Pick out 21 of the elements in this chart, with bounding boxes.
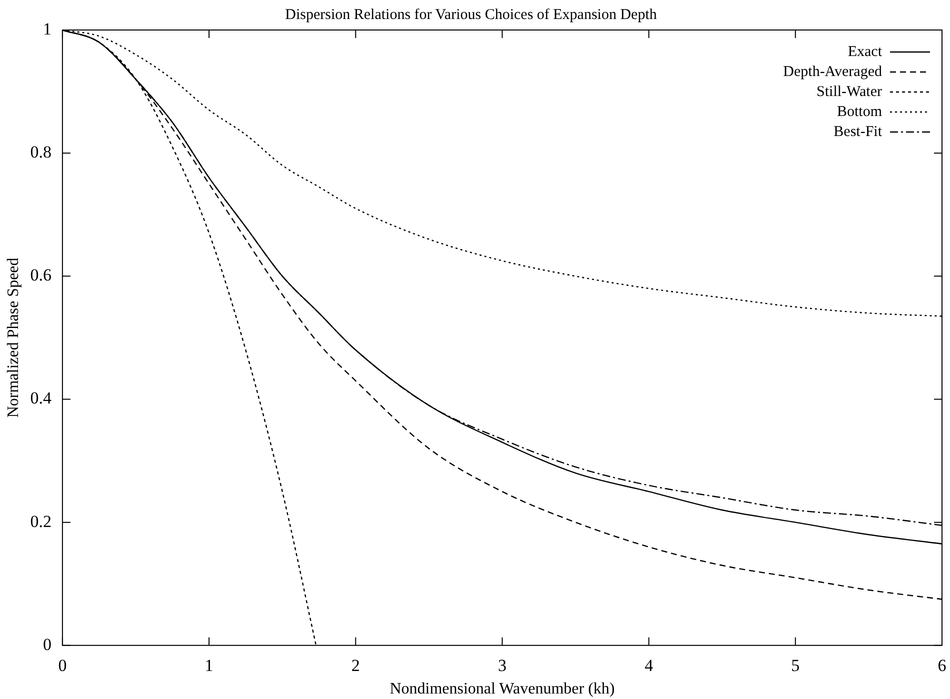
y-tick-label: 0.2 xyxy=(30,512,52,531)
x-tick-label: 6 xyxy=(938,656,946,676)
legend-label: Bottom xyxy=(836,104,882,120)
legend-label: Depth-Averaged xyxy=(783,64,882,80)
y-tick-label: 0.8 xyxy=(30,142,52,162)
y-tick-label: 1 xyxy=(42,19,52,38)
x-tick-label: 3 xyxy=(498,656,506,676)
y-tick-label: 0.4 xyxy=(30,388,52,408)
x-tick-label: 4 xyxy=(644,656,654,676)
x-tick-label: 1 xyxy=(204,656,214,676)
legend-label: Still-Water xyxy=(816,84,882,100)
x-axis-title: Nondimensional Wavenumber (kh) xyxy=(390,680,615,698)
y-tick-label: 0.6 xyxy=(30,266,52,285)
y-axis-title: Normalized Phase Speed xyxy=(4,258,22,418)
x-tick-label: 0 xyxy=(58,656,67,676)
chart-title: Dispersion Relations for Various Choices of Expansion Depth xyxy=(285,6,658,23)
legend-label: Best-Fit xyxy=(834,124,883,140)
y-tick-label: 0 xyxy=(42,634,52,654)
x-tick-label: 2 xyxy=(351,656,360,676)
legend-label: Exact xyxy=(848,44,883,60)
x-tick-label: 5 xyxy=(791,656,800,676)
